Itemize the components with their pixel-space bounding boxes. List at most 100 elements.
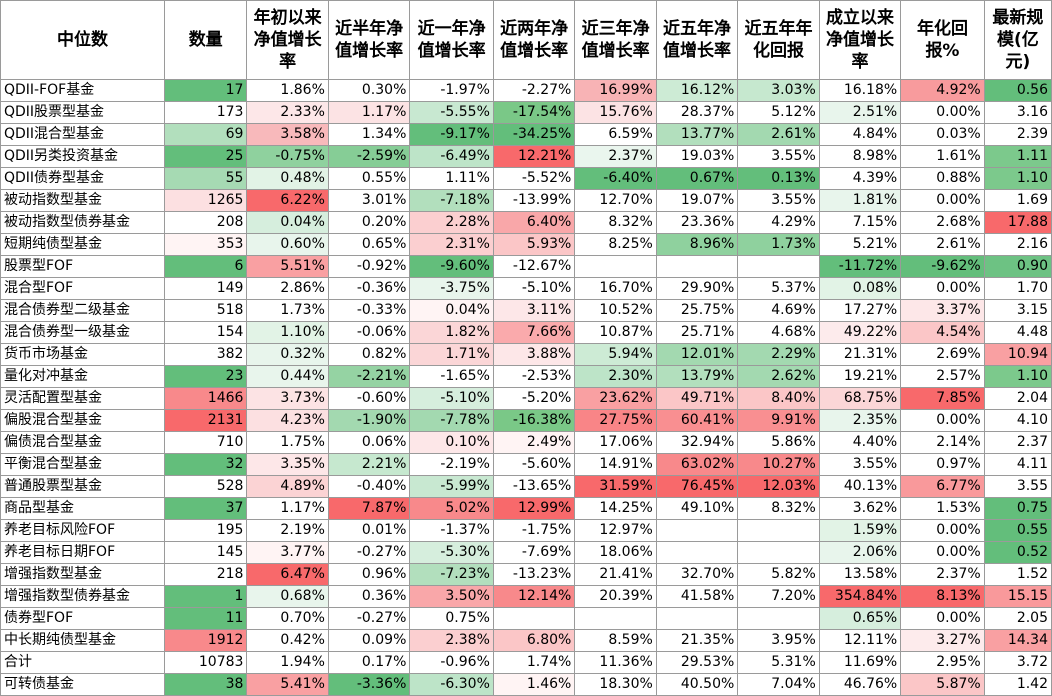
cell-annualized-return: 4.54%: [900, 321, 985, 344]
cell-1y-growth: 5.02%: [409, 497, 494, 520]
cell-1y-growth: 1.71%: [409, 343, 494, 366]
cell-annualized-return: 0.00%: [900, 519, 985, 542]
cell-count: 25: [163, 145, 248, 168]
cell-count: 710: [163, 431, 248, 454]
cell-3y-growth: 5.94%: [574, 343, 657, 366]
cell-3y-growth: 14.91%: [574, 453, 657, 476]
cell-count: 10783: [163, 651, 248, 674]
header-row: 中位数 数量 年初以来净值增长率 近半年净值增长率 近一年净值增长率 近两年净值…: [0, 0, 1052, 80]
cell-ytd-growth: 1.75%: [246, 431, 329, 454]
cell-5y-growth: 21.35%: [655, 629, 739, 652]
cell-inception-growth: 3.55%: [818, 453, 902, 476]
cell-count: 38: [163, 673, 248, 696]
table-row: 商品型基金 37 1.17% 7.87% 5.02% 12.99% 14.25% 49.10%…: [0, 497, 1052, 520]
cell-annualized-return: 2.57%: [900, 365, 985, 388]
cell-5y-growth: 25.75%: [655, 299, 739, 322]
cell-ytd-growth: 2.33%: [246, 101, 329, 124]
cell-5y-growth: 13.77%: [655, 123, 739, 146]
cell-fund-type: 平衡混合型基金: [0, 453, 165, 476]
cell-3y-growth: 31.59%: [574, 475, 657, 498]
header-inception-growth: 成立以来净值增长率: [818, 0, 902, 80]
cell-6m-growth: 1.34%: [327, 123, 411, 146]
cell-ytd-growth: 0.48%: [246, 167, 329, 190]
cell-annualized-return: 0.97%: [900, 453, 985, 476]
cell-ytd-growth: 6.22%: [246, 189, 329, 212]
cell-5y-growth: 16.12%: [655, 79, 739, 102]
cell-1y-growth: -2.19%: [409, 453, 494, 476]
cell-ytd-growth: -0.75%: [246, 145, 329, 168]
cell-latest-size: 0.55: [983, 519, 1052, 542]
cell-fund-type: 量化对冲基金: [0, 365, 165, 388]
cell-inception-growth: 2.06%: [818, 541, 902, 564]
cell-5y-annualized: [737, 519, 820, 542]
cell-3y-growth: 8.32%: [574, 211, 657, 234]
cell-fund-type: 灵活配置型基金: [0, 387, 165, 410]
table-row: 普通股票型基金 528 4.89% -0.40% -5.99% -13.65% 31.59%…: [0, 475, 1052, 498]
cell-inception-growth: 21.31%: [818, 343, 902, 366]
cell-1y-growth: 0.75%: [409, 607, 494, 630]
cell-annualized-return: 7.85%: [900, 387, 985, 410]
cell-latest-size: 1.70: [983, 277, 1052, 300]
header-latest-size: 最新规模(亿元): [983, 0, 1052, 80]
cell-5y-annualized: 8.40%: [737, 387, 820, 410]
table-row: 灵活配置型基金 1466 3.73% -0.60% -5.10% -5.20% 23.62%…: [0, 387, 1052, 410]
cell-3y-growth: 10.87%: [574, 321, 657, 344]
cell-5y-annualized: 3.03%: [737, 79, 820, 102]
cell-fund-type: 中长期纯债型基金: [0, 629, 165, 652]
cell-3y-growth: -6.40%: [574, 167, 657, 190]
cell-count: 37: [163, 497, 248, 520]
cell-3y-growth: 12.70%: [574, 189, 657, 212]
cell-ytd-growth: 4.89%: [246, 475, 329, 498]
table-row: QDII债券型基金 55 0.48% 0.55% 1.11% -5.52% -6.40% 0.…: [0, 167, 1052, 190]
cell-5y-annualized: [737, 607, 820, 630]
cell-6m-growth: 1.17%: [327, 101, 411, 124]
table-row: 增强指数型基金 218 6.47% 0.96% -7.23% -13.23% 21.41% 3…: [0, 563, 1052, 586]
cell-fund-type: 养老目标日期FOF: [0, 541, 165, 564]
cell-3y-growth: 8.59%: [574, 629, 657, 652]
cell-latest-size: 2.05: [983, 607, 1052, 630]
cell-6m-growth: 0.30%: [327, 79, 411, 102]
cell-count: 55: [163, 167, 248, 190]
cell-latest-size: 17.88: [983, 211, 1052, 234]
cell-2y-growth: 1.46%: [492, 673, 576, 696]
table-row: 混合型FOF 149 2.86% -0.36% -3.75% -5.10% 16.70% 29…: [0, 277, 1052, 300]
table-row: 被动指数型债券基金 208 0.04% 0.20% 2.28% 6.40% 8.32% 23.…: [0, 211, 1052, 234]
cell-6m-growth: -0.36%: [327, 277, 411, 300]
cell-annualized-return: 4.92%: [900, 79, 985, 102]
cell-5y-annualized: 2.62%: [737, 365, 820, 388]
cell-annualized-return: 2.68%: [900, 211, 985, 234]
cell-ytd-growth: 2.19%: [246, 519, 329, 542]
cell-inception-growth: 17.27%: [818, 299, 902, 322]
table-row: 股票型FOF 6 5.51% -0.92% -9.60% -12.67% -11.72% -9…: [0, 255, 1052, 278]
cell-5y-annualized: 5.86%: [737, 431, 820, 454]
cell-latest-size: 2.39: [983, 123, 1052, 146]
cell-annualized-return: 2.61%: [900, 233, 985, 256]
cell-5y-annualized: 3.95%: [737, 629, 820, 652]
cell-fund-type: 偏股混合型基金: [0, 409, 165, 432]
cell-inception-growth: 3.62%: [818, 497, 902, 520]
cell-3y-growth: 23.62%: [574, 387, 657, 410]
cell-6m-growth: 0.55%: [327, 167, 411, 190]
cell-2y-growth: -13.65%: [492, 475, 576, 498]
cell-5y-growth: 23.36%: [655, 211, 739, 234]
cell-5y-growth: 32.70%: [655, 563, 739, 586]
cell-5y-growth: 63.02%: [655, 453, 739, 476]
cell-2y-growth: 1.74%: [492, 651, 576, 674]
cell-1y-growth: -7.78%: [409, 409, 494, 432]
cell-latest-size: 3.72: [983, 651, 1052, 674]
cell-6m-growth: -2.59%: [327, 145, 411, 168]
table-row: QDII混合型基金 69 3.58% 1.34% -9.17% -34.25% 6.59% 1…: [0, 123, 1052, 146]
cell-count: 528: [163, 475, 248, 498]
header-6m-growth: 近半年净值增长率: [327, 0, 411, 80]
cell-inception-growth: 68.75%: [818, 387, 902, 410]
cell-latest-size: 2.37: [983, 431, 1052, 454]
cell-fund-type: 短期纯债型基金: [0, 233, 165, 256]
table-row: QDII股票型基金 173 2.33% 1.17% -5.55% -17.54% 15.76…: [0, 101, 1052, 124]
cell-3y-growth: 11.36%: [574, 651, 657, 674]
cell-2y-growth: -13.99%: [492, 189, 576, 212]
cell-annualized-return: 0.00%: [900, 541, 985, 564]
cell-5y-annualized: 2.61%: [737, 123, 820, 146]
cell-inception-growth: 1.81%: [818, 189, 902, 212]
cell-fund-type: 被动指数型债券基金: [0, 211, 165, 234]
